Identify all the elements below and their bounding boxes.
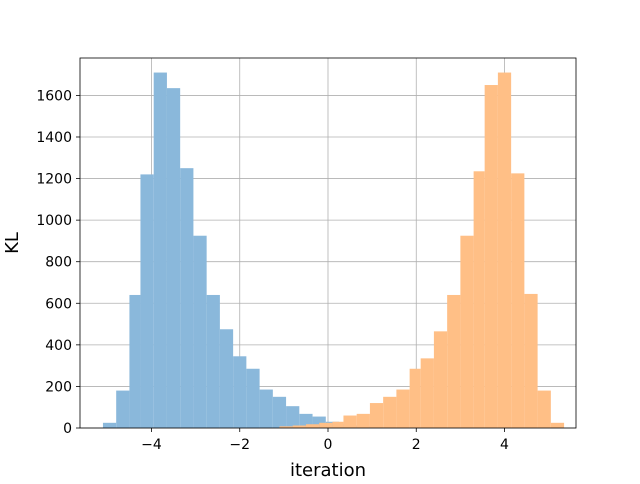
histogram-bar-series-2 [356, 413, 370, 428]
y-tick-label: 0 [63, 421, 72, 437]
histogram-bar-series-2 [433, 331, 448, 428]
histogram-bar-series-2 [524, 293, 538, 428]
histogram-bar-series-2 [292, 425, 306, 428]
histogram-bar-series-1 [286, 406, 300, 428]
histogram-bar-series-2 [343, 415, 357, 428]
x-tick-label: 0 [324, 437, 333, 453]
x-axis-label: iteration [290, 460, 366, 480]
histogram-bar-series-2 [484, 85, 498, 429]
histogram-bar-series-2 [550, 422, 565, 428]
y-axis-label: KL [2, 232, 23, 254]
histogram-bar-series-1 [233, 356, 247, 428]
histogram-bar-series-2 [319, 422, 333, 428]
histogram-bar-series-2 [369, 403, 384, 428]
y-tick-label: 1000 [36, 213, 72, 229]
x-tick-label: 2 [412, 437, 421, 453]
histogram-bar-series-1 [259, 389, 273, 428]
y-tick-label: 400 [45, 338, 72, 354]
x-tick-label: 4 [500, 437, 509, 453]
histogram-bar-series-1 [180, 168, 194, 429]
histogram-bar-series-2 [537, 390, 551, 428]
x-tick-label: −4 [141, 437, 162, 453]
histogram-bar-series-2 [279, 426, 293, 428]
y-tick-label: 1600 [36, 88, 72, 104]
y-tick-label: 600 [45, 296, 72, 312]
histogram-bar-series-1 [219, 329, 234, 428]
histogram-bar-series-2 [511, 173, 525, 428]
histogram-bar-series-2 [305, 424, 320, 428]
y-tick-label: 1200 [36, 172, 72, 188]
histogram-bar-series-1 [193, 235, 207, 428]
histogram-bar-series-1 [272, 396, 287, 428]
histogram-bar-series-1 [246, 368, 260, 428]
axis-ticks: −4 −2 0 2 4 0 200 400 600 800 1000 1200 1400 1600 [36, 88, 509, 453]
histogram-bar-series-2 [460, 235, 474, 428]
histogram-bar-series-2 [447, 294, 461, 428]
histogram-bar-series-1 [206, 294, 220, 428]
histogram-bar-series-1 [102, 422, 117, 428]
histogram-bars [102, 72, 565, 429]
histogram-bar-series-1 [166, 88, 181, 429]
histogram-bar-series-2 [396, 389, 410, 428]
histogram-bar-series-2 [332, 421, 344, 428]
histogram-bar-series-1 [116, 390, 130, 428]
histogram-bar-series-2 [473, 171, 485, 429]
histogram-bar-series-2 [383, 396, 397, 428]
histogram-bar-series-1 [153, 72, 167, 428]
histogram-bar-series-2 [497, 72, 512, 428]
x-tick-label: −2 [229, 437, 250, 453]
histogram-bar-series-1 [129, 294, 141, 428]
histogram-bar-series-2 [420, 358, 434, 428]
histogram-bar-series-2 [409, 368, 421, 428]
y-tick-label: 800 [45, 255, 72, 271]
histogram-bar-series-1 [140, 174, 154, 428]
y-tick-label: 200 [45, 379, 72, 395]
y-tick-label: 1400 [36, 130, 72, 146]
histogram-bar-series-1 [312, 416, 326, 428]
